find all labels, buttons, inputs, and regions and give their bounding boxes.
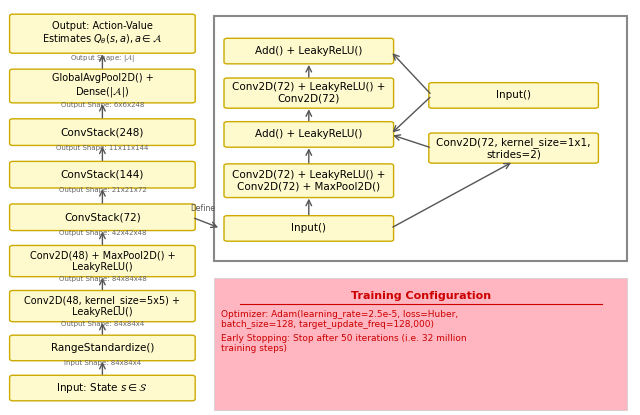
Text: Define: Define: [191, 204, 216, 213]
Text: Output Shape: $|\mathcal{A}|$: Output Shape: $|\mathcal{A}|$: [70, 52, 135, 64]
Text: ConvStack(144): ConvStack(144): [61, 170, 144, 180]
Text: Add() + LeakyReLU(): Add() + LeakyReLU(): [255, 129, 362, 139]
Text: batch_size=128, target_update_freq=128,000): batch_size=128, target_update_freq=128,0…: [221, 320, 434, 329]
FancyBboxPatch shape: [224, 78, 394, 108]
FancyBboxPatch shape: [10, 335, 195, 361]
Text: Conv2D(72, kernel_size=1x1,
strides=2): Conv2D(72, kernel_size=1x1, strides=2): [436, 137, 591, 159]
FancyBboxPatch shape: [224, 122, 394, 147]
Text: RangeStandardize(): RangeStandardize(): [51, 343, 154, 353]
FancyBboxPatch shape: [429, 83, 598, 108]
Text: Conv2D(48, kernel_size=5x5) +
LeakyReLU(): Conv2D(48, kernel_size=5x5) + LeakyReLU(…: [24, 295, 180, 317]
Text: training steps): training steps): [221, 344, 287, 354]
Text: Output Shape: 21x21x72: Output Shape: 21x21x72: [58, 187, 147, 193]
FancyBboxPatch shape: [10, 69, 195, 103]
FancyBboxPatch shape: [10, 204, 195, 231]
Text: Output Shape: 42x42x48: Output Shape: 42x42x48: [59, 230, 146, 236]
FancyBboxPatch shape: [10, 290, 195, 322]
Text: Output Shape: 84x84x48: Output Shape: 84x84x48: [58, 276, 147, 282]
Text: Add() + LeakyReLU(): Add() + LeakyReLU(): [255, 46, 362, 56]
Text: Input: State $s \in \mathcal{S}$: Input: State $s \in \mathcal{S}$: [56, 381, 148, 395]
FancyBboxPatch shape: [429, 133, 598, 163]
FancyBboxPatch shape: [10, 119, 195, 145]
FancyBboxPatch shape: [224, 38, 394, 64]
Text: ConvStack(248): ConvStack(248): [61, 127, 144, 137]
Text: Early Stopping: Stop after 50 iterations (i.e. 32 million: Early Stopping: Stop after 50 iterations…: [221, 334, 467, 344]
Text: Output Shape: 6x6x248: Output Shape: 6x6x248: [61, 102, 144, 108]
Text: Conv2D(72) + LeakyReLU() +
Conv2D(72) + MaxPool2D(): Conv2D(72) + LeakyReLU() + Conv2D(72) + …: [232, 170, 385, 191]
Text: Input(): Input(): [291, 223, 326, 233]
Text: Input(): Input(): [496, 90, 531, 100]
FancyBboxPatch shape: [10, 14, 195, 53]
Text: Output Shape: 84x84x4: Output Shape: 84x84x4: [61, 321, 144, 327]
FancyBboxPatch shape: [214, 16, 627, 261]
Text: ConvStack(72): ConvStack(72): [64, 212, 141, 222]
Text: Output Shape: 11x11x144: Output Shape: 11x11x144: [56, 145, 148, 151]
FancyBboxPatch shape: [224, 216, 394, 241]
Text: Conv2D(72) + LeakyReLU() +
Conv2D(72): Conv2D(72) + LeakyReLU() + Conv2D(72): [232, 82, 385, 104]
Text: Optimizer: Adam(learning_rate=2.5e-5, loss=Huber,: Optimizer: Adam(learning_rate=2.5e-5, lo…: [221, 310, 458, 320]
Text: Training Configuration: Training Configuration: [351, 291, 491, 301]
Text: Input Shape: 84x84x4: Input Shape: 84x84x4: [64, 360, 141, 366]
FancyBboxPatch shape: [224, 164, 394, 198]
Text: Conv2D(48) + MaxPool2D() +
LeakyReLU(): Conv2D(48) + MaxPool2D() + LeakyReLU(): [29, 250, 175, 272]
Text: GlobalAvgPool2D() +
Dense($|\mathcal{A}|$): GlobalAvgPool2D() + Dense($|\mathcal{A}|…: [52, 73, 153, 99]
FancyBboxPatch shape: [10, 245, 195, 277]
FancyBboxPatch shape: [214, 278, 627, 410]
FancyBboxPatch shape: [10, 161, 195, 188]
Text: Output: Action-Value
Estimates $Q_\theta(s,a), a \in \mathcal{A}$: Output: Action-Value Estimates $Q_\theta…: [42, 21, 163, 46]
FancyBboxPatch shape: [10, 375, 195, 401]
